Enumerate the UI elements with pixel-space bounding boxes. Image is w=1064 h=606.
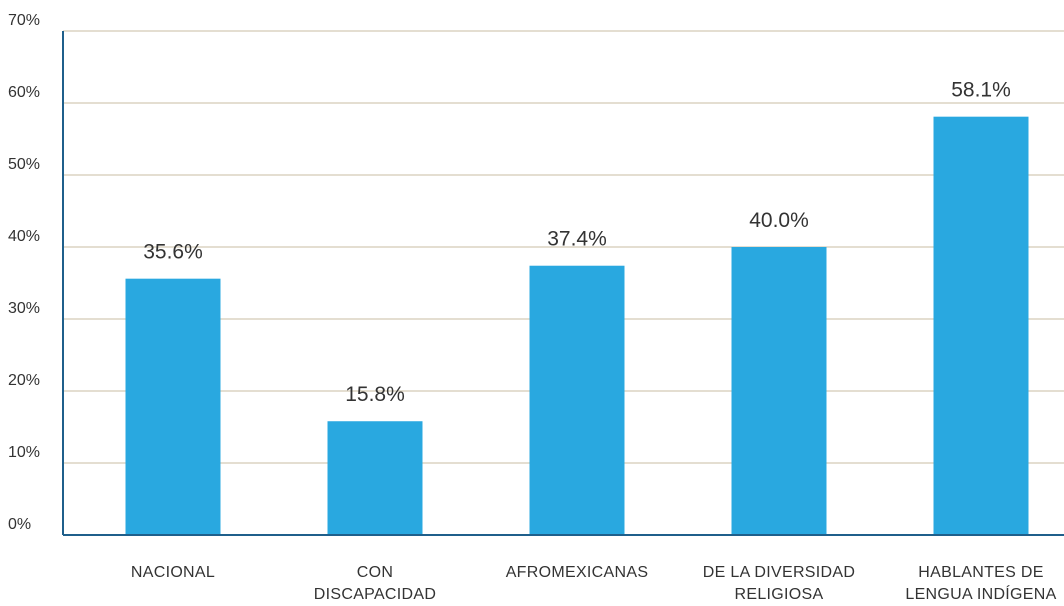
bar bbox=[327, 421, 423, 535]
bar bbox=[731, 247, 827, 535]
bar bbox=[125, 278, 221, 535]
x-tick-label: AFROMEXICANAS bbox=[505, 564, 649, 581]
y-tick-label: 70% bbox=[8, 12, 40, 29]
value-label: 35.6% bbox=[143, 241, 203, 264]
value-label: 37.4% bbox=[547, 228, 607, 251]
x-tick-label: HABLANTES DE LENGUA INDÍGENA bbox=[905, 564, 1057, 603]
value-label: 15.8% bbox=[345, 383, 405, 406]
value-label: 58.1% bbox=[951, 79, 1011, 102]
y-tick-label: 10% bbox=[8, 444, 40, 461]
y-tick-label: 50% bbox=[8, 156, 40, 173]
bar bbox=[529, 265, 625, 535]
y-tick-label: 0% bbox=[8, 516, 31, 533]
y-tick-label: 20% bbox=[8, 372, 40, 389]
x-tick-label: CON DISCAPACIDAD bbox=[313, 564, 437, 603]
y-tick-label: 60% bbox=[8, 84, 40, 101]
bar bbox=[933, 116, 1029, 536]
x-tick-label: NACIONAL bbox=[130, 564, 216, 581]
value-label: 40.0% bbox=[749, 209, 809, 232]
x-tick-label: DE LA DIVERSIDAD RELIGIOSA bbox=[702, 564, 856, 603]
y-tick-label: 40% bbox=[8, 228, 40, 245]
y-tick-label: 30% bbox=[8, 300, 40, 317]
